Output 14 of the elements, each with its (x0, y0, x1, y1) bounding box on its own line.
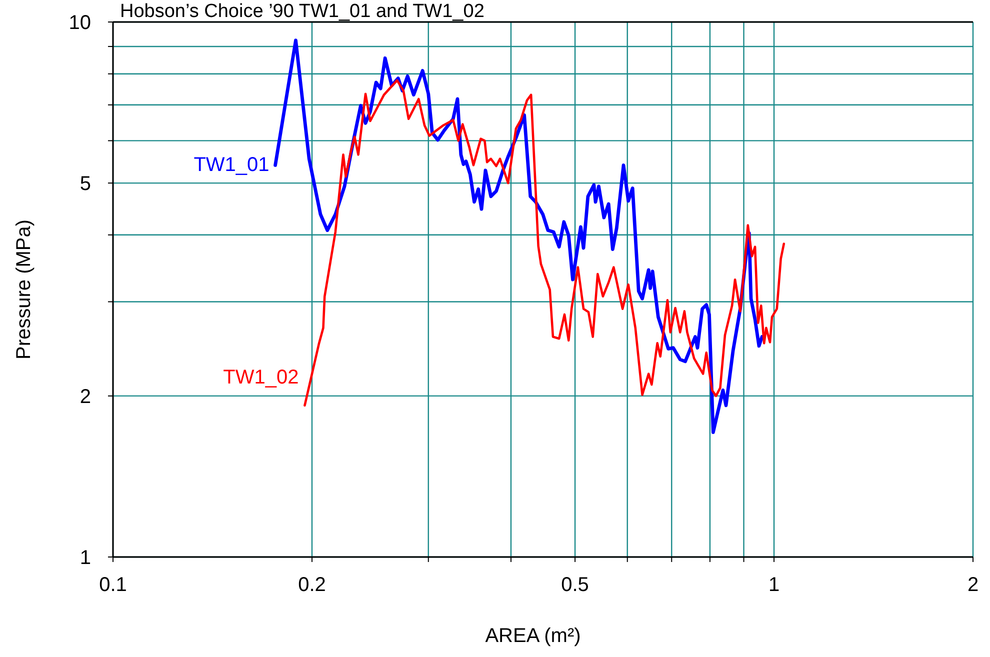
x-tick-label: 1 (768, 574, 780, 596)
x-tick-label: 0.1 (99, 574, 127, 596)
x-tick-label: 0.5 (561, 574, 589, 596)
y-tick-label: 1 (80, 547, 91, 569)
series-label: TW1_01 (194, 154, 270, 176)
x-tick-label: 0.2 (298, 574, 326, 596)
y-tick-label: 2 (80, 386, 91, 408)
x-axis-title: AREA (m²) (485, 625, 581, 647)
chart-title: Hobson’s Choice ’90 TW1_01 and TW1_02 (120, 1, 484, 22)
y-tick-label: 5 (80, 173, 91, 196)
x-tick-label: 2 (967, 574, 979, 596)
y-axis-title: Pressure (MPa) (13, 219, 35, 360)
series-label: TW1_02 (223, 366, 299, 388)
y-tick-label: 10 (68, 12, 91, 34)
